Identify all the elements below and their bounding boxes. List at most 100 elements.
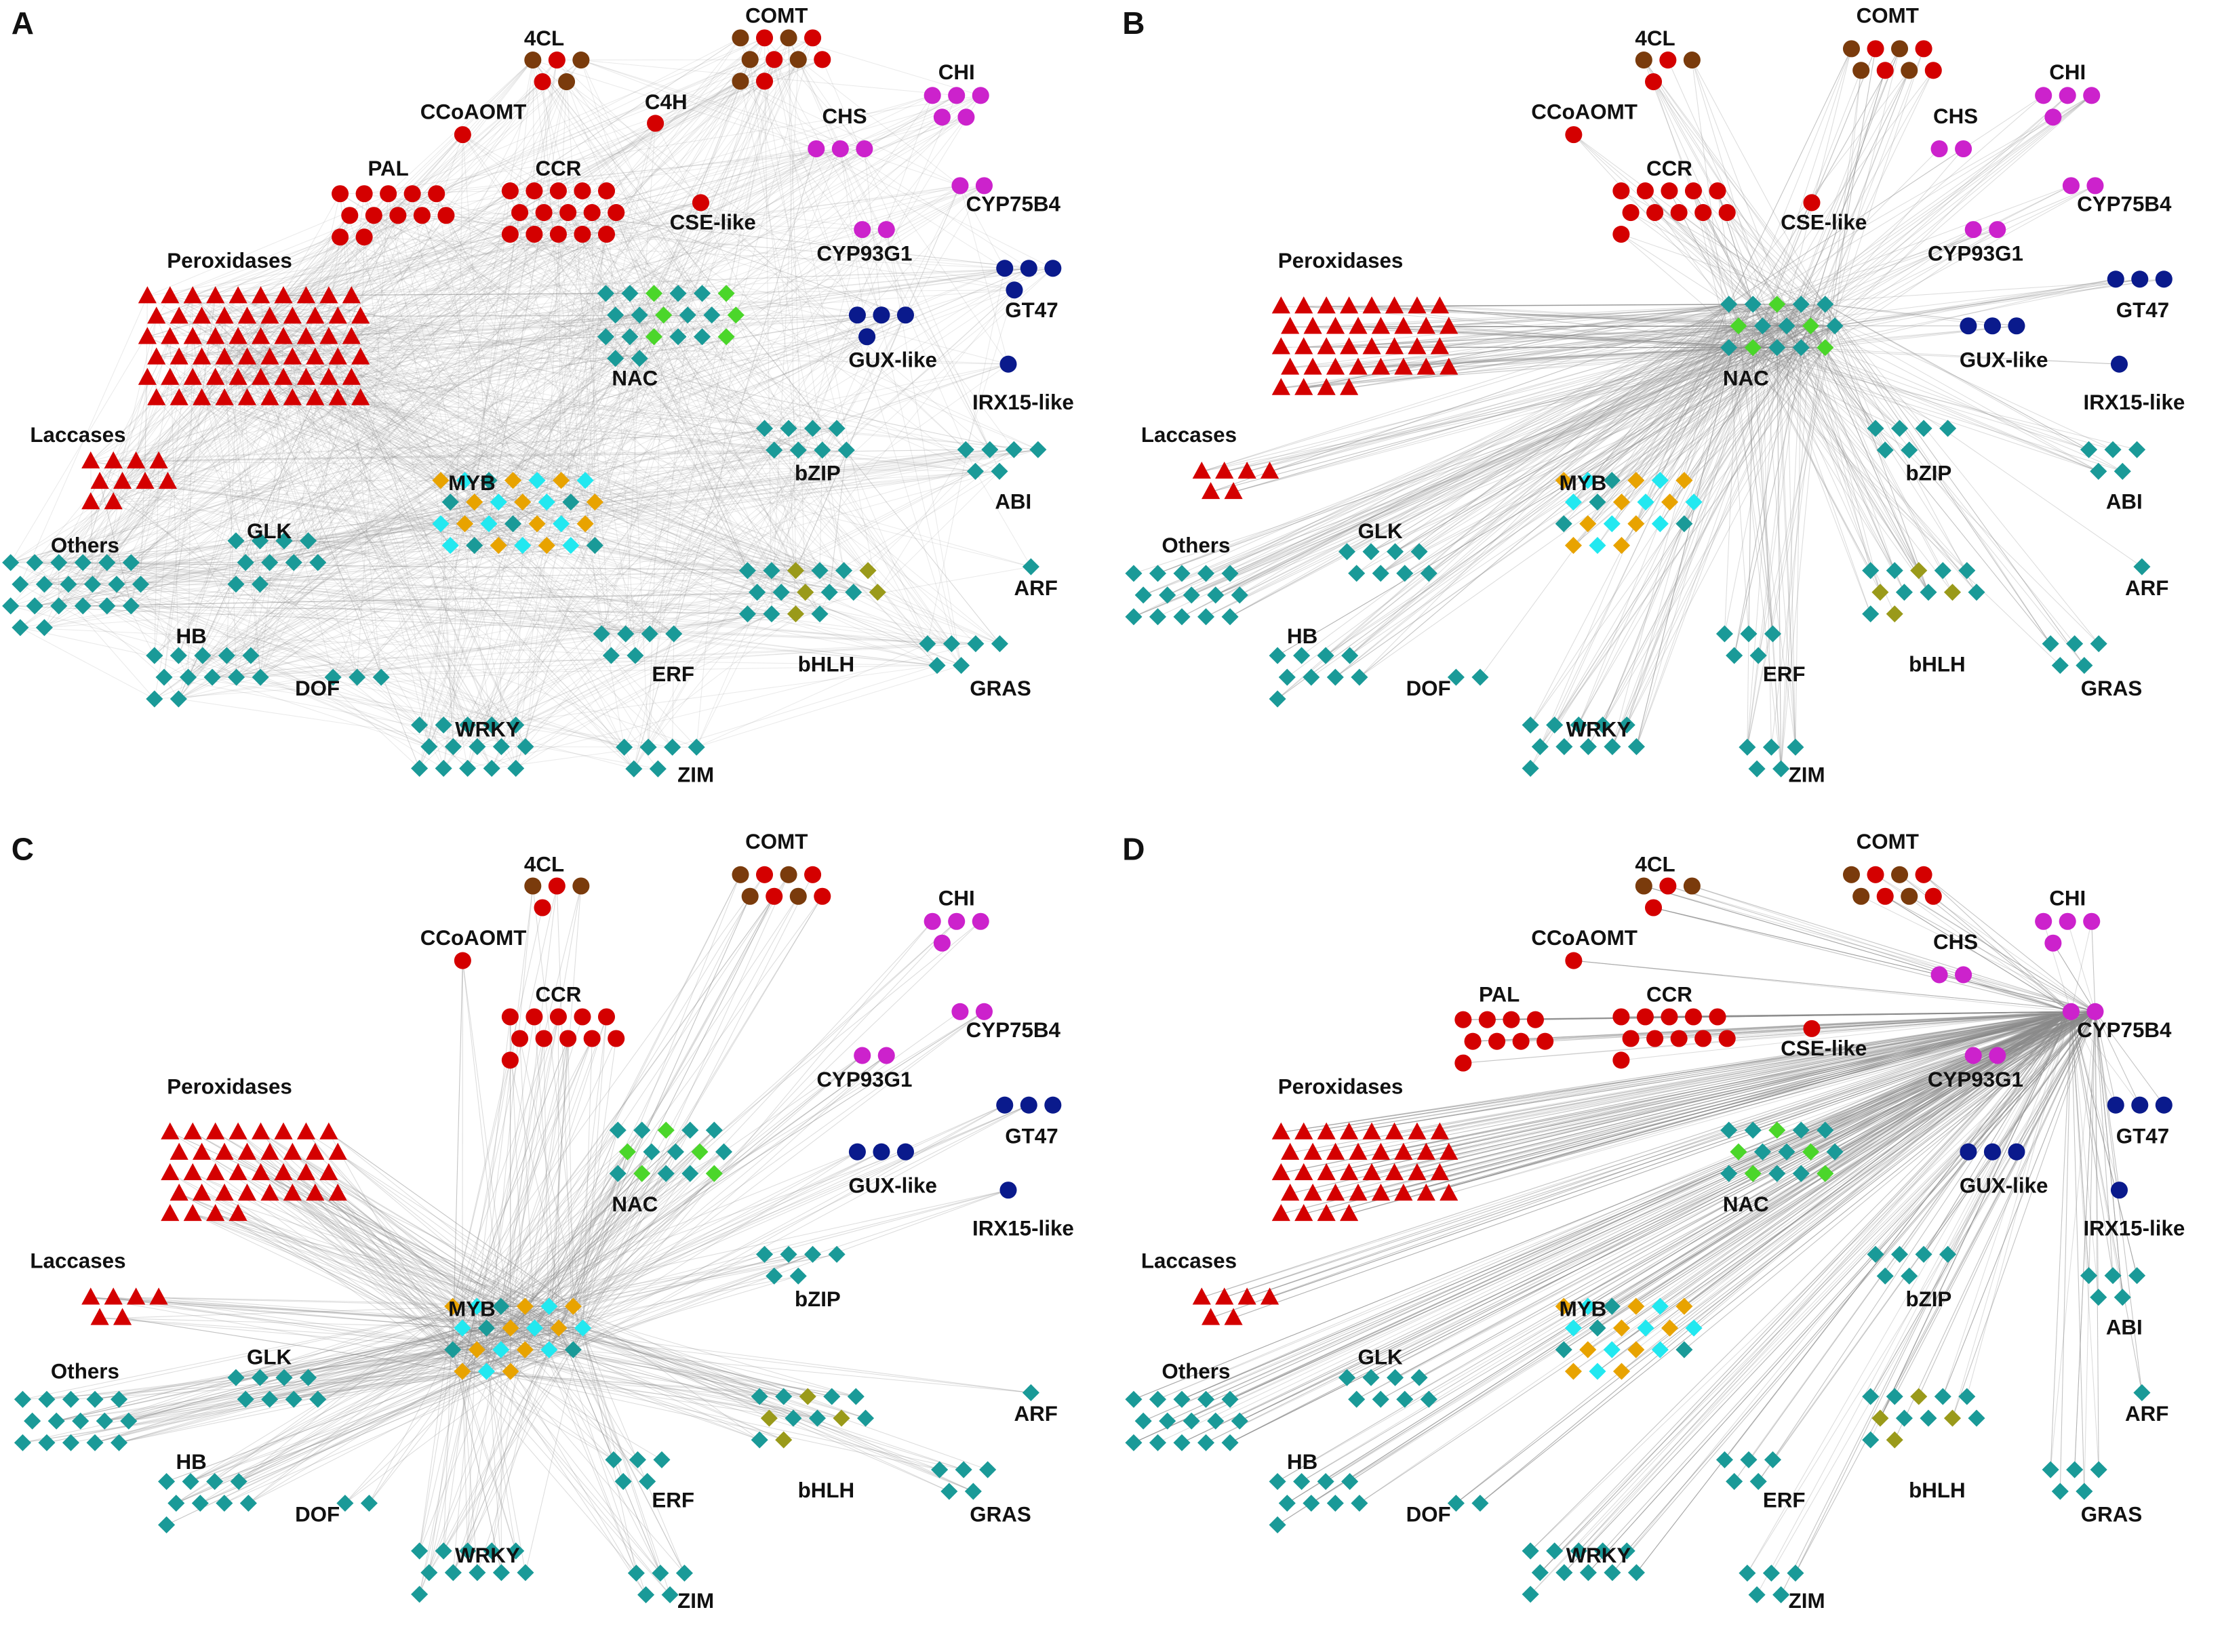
edge <box>283 357 361 541</box>
edge <box>188 358 640 678</box>
edge <box>1573 347 1802 546</box>
group-label: CSE-like <box>1781 211 1867 235</box>
edge <box>56 1349 574 1422</box>
edge <box>476 885 582 1307</box>
edge <box>83 592 782 607</box>
node <box>319 286 338 304</box>
edge <box>308 480 538 542</box>
edge <box>305 378 444 725</box>
edge <box>429 470 976 747</box>
edge <box>224 316 261 678</box>
node <box>574 182 591 200</box>
node <box>155 668 173 686</box>
edge <box>534 1327 574 1350</box>
edge <box>412 193 789 429</box>
edge <box>136 190 511 462</box>
edge <box>1654 212 1811 327</box>
node <box>669 328 687 346</box>
edge <box>537 470 1000 525</box>
edge <box>344 1371 463 1504</box>
edge <box>672 665 938 748</box>
group-label: ARF <box>2125 576 2168 600</box>
edge <box>500 1055 863 1307</box>
edge <box>373 215 796 615</box>
edge <box>1157 325 1836 574</box>
edge <box>349 215 631 294</box>
group-label: HB <box>1287 1450 1317 1474</box>
node <box>534 73 551 91</box>
edge <box>477 1349 794 1419</box>
edge <box>452 1129 618 1307</box>
edge <box>462 1129 691 1372</box>
edge <box>235 315 664 542</box>
node <box>1589 537 1606 555</box>
edge <box>1753 347 2120 365</box>
edge <box>763 81 845 571</box>
node <box>1715 1451 1733 1468</box>
node <box>127 1287 146 1305</box>
node <box>1020 1096 1037 1114</box>
edge <box>606 95 981 338</box>
edge <box>1418 304 1753 552</box>
edge <box>156 316 490 525</box>
edge <box>178 698 502 747</box>
edge <box>224 398 261 584</box>
edge <box>1810 279 2164 327</box>
edge <box>534 1016 559 1329</box>
node <box>1372 565 1389 582</box>
edge <box>340 237 616 359</box>
edge <box>68 584 624 748</box>
edge <box>629 336 1000 645</box>
node <box>206 1163 225 1180</box>
edge <box>351 185 985 378</box>
edge <box>193 1213 525 1307</box>
edge <box>170 1173 454 1350</box>
edge <box>595 502 748 571</box>
edge <box>1233 347 1729 493</box>
edge <box>357 268 1029 678</box>
edge <box>147 212 544 338</box>
edge <box>536 234 607 481</box>
node <box>896 1143 915 1161</box>
edge <box>1728 70 1910 305</box>
edge <box>192 296 624 748</box>
edge <box>1621 304 1753 502</box>
node <box>1910 1388 1928 1405</box>
node <box>237 554 254 571</box>
edge <box>485 1016 535 1329</box>
edge <box>1684 325 1836 481</box>
node <box>274 327 293 344</box>
edge <box>237 81 567 378</box>
edge <box>90 461 854 593</box>
node <box>933 934 951 952</box>
edge <box>58 60 534 607</box>
edge <box>90 461 93 584</box>
node <box>1718 1030 1736 1047</box>
node <box>193 1142 212 1160</box>
edge <box>44 523 513 585</box>
edge <box>673 59 775 634</box>
edge <box>1825 304 2123 472</box>
edge <box>1394 304 1753 307</box>
group-label: GT47 <box>1005 1125 1058 1148</box>
edge <box>1347 304 1826 552</box>
edge <box>462 1349 502 1372</box>
node <box>1340 337 1359 355</box>
edge <box>959 185 1009 365</box>
edge <box>624 449 1014 748</box>
node <box>1612 1363 1631 1380</box>
node <box>732 73 749 90</box>
edge <box>510 234 1009 365</box>
node <box>138 367 157 385</box>
group-label: PAL <box>368 157 408 180</box>
edge <box>452 1173 667 1307</box>
node <box>1685 1319 1703 1337</box>
edge <box>247 59 799 317</box>
edge <box>1448 347 1729 368</box>
node <box>583 1030 601 1047</box>
node <box>74 554 92 571</box>
node <box>975 177 993 195</box>
node <box>1221 1390 1239 1408</box>
node <box>1371 317 1391 334</box>
